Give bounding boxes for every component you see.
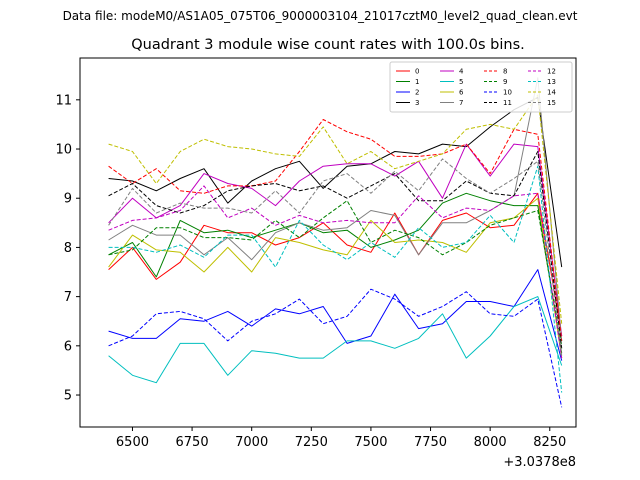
series-line-10 <box>108 288 563 408</box>
legend-label-6: 6 <box>459 89 464 97</box>
y-axis: 5 6 7 8 9 10 11 <box>55 93 80 404</box>
legend-label-13: 13 <box>547 78 556 86</box>
legend-label-2: 2 <box>415 89 419 97</box>
y-tick-label: 7 <box>64 290 72 305</box>
series-line-1 <box>108 192 563 354</box>
legend-label-0: 0 <box>415 68 419 76</box>
series-line-7 <box>108 77 563 341</box>
chart-suptitle: Data file: modeM0/AS1A05_075T06_90000031… <box>63 9 578 23</box>
x-tick-label: 6500 <box>116 435 149 450</box>
x-tick-label: 7500 <box>354 435 387 450</box>
series-line-5 <box>108 296 563 384</box>
legend-label-9: 9 <box>503 78 507 86</box>
y-tick-label: 11 <box>55 93 72 108</box>
plot-frame <box>79 57 577 428</box>
legend-label-3: 3 <box>415 99 419 107</box>
legend-label-11: 11 <box>503 99 512 107</box>
legend-label-7: 7 <box>459 99 463 107</box>
legend-label-15: 15 <box>547 99 556 107</box>
x-tick-label: 8000 <box>474 435 507 450</box>
series-layer <box>108 77 563 408</box>
legend-label-12: 12 <box>547 68 556 76</box>
series-line-9 <box>108 200 563 346</box>
y-tick-label: 9 <box>64 192 72 207</box>
series-line-12 <box>108 185 563 359</box>
legend-label-4: 4 <box>459 68 464 76</box>
x-tick-label: 6750 <box>176 435 209 450</box>
x-tick-label: 7250 <box>295 435 328 450</box>
series-line-13 <box>108 165 563 393</box>
legend-label-14: 14 <box>547 89 556 97</box>
x-offset-label: +3.0378e8 <box>503 455 576 470</box>
series-line-15 <box>108 158 563 356</box>
legend-box <box>389 61 573 113</box>
legend-label-10: 10 <box>503 89 512 97</box>
y-tick-label: 6 <box>64 339 72 354</box>
series-line-8 <box>108 119 563 341</box>
legend-label-8: 8 <box>503 68 507 76</box>
series-line-2 <box>108 269 563 361</box>
series-line-4 <box>108 143 563 337</box>
y-tick-label: 8 <box>64 241 72 256</box>
series-line-14 <box>108 94 563 324</box>
x-axis: 6500 6750 7000 7250 7500 7750 8000 8250 <box>116 427 566 450</box>
x-tick-label: 7000 <box>235 435 268 450</box>
legend-label-5: 5 <box>459 78 463 86</box>
y-tick-label: 10 <box>55 143 72 158</box>
x-tick-label: 7750 <box>414 435 447 450</box>
plot-area <box>80 58 576 427</box>
y-tick-label: 5 <box>64 389 72 404</box>
legend-label-1: 1 <box>415 78 419 86</box>
chart-title: Quadrant 3 module wise count rates with … <box>131 37 525 53</box>
x-tick-label: 8250 <box>533 435 566 450</box>
